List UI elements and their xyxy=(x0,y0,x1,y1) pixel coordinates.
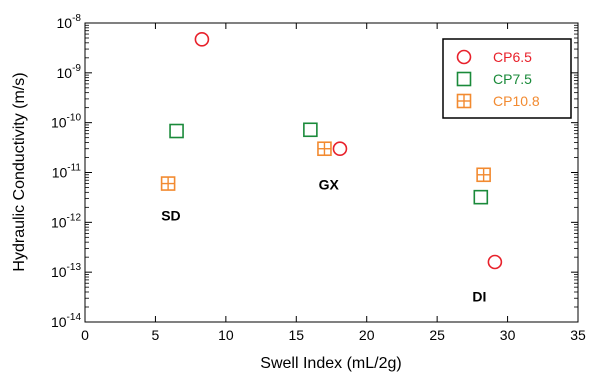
legend-marker-cp6-5 xyxy=(456,49,472,65)
data-point-cp10-8 xyxy=(476,167,491,183)
x-tick-label: 30 xyxy=(500,327,516,343)
x-tick-label: 25 xyxy=(429,327,445,343)
y-tick-label: 10-13 xyxy=(51,262,81,280)
data-point-cp6-5 xyxy=(487,254,503,270)
data-point-cp7-5-box xyxy=(169,123,184,139)
legend-marker-cp7-5 xyxy=(456,71,472,87)
y-tick-label: 10-9 xyxy=(57,63,82,81)
annotation-label: DI xyxy=(472,288,486,304)
data-point-cp6-5 xyxy=(332,141,348,157)
annotations: SD GX DI xyxy=(161,176,486,304)
data-point-cp10-8 xyxy=(160,176,176,191)
x-axis-title: Swell Index (mL/2g) xyxy=(260,355,401,372)
x-tick-label: 15 xyxy=(288,327,304,343)
data-point-cp6-5 xyxy=(194,32,210,47)
y-tick-label: 10-11 xyxy=(52,163,82,181)
x-tick-label: 20 xyxy=(359,327,375,343)
data-point-cp7-5-box xyxy=(473,189,489,205)
x-tick-label: 10 xyxy=(218,327,234,343)
y-tick-label: 10-12 xyxy=(51,212,81,230)
annotation-label: SD xyxy=(161,207,180,223)
legend-marker-cp10-8 xyxy=(456,93,472,109)
legend-label-cp10-8: CP10.8 xyxy=(493,93,540,109)
data-point-cp10-8 xyxy=(317,141,332,157)
y-tick-label: 10-14 xyxy=(51,312,81,330)
legend: CP6.5 CP7.5 CP10.8 xyxy=(442,38,572,119)
data-point-cp7-5-box xyxy=(303,122,318,138)
data-points xyxy=(160,32,503,270)
data-point-cp7-5 xyxy=(473,189,489,205)
x-axis: 0 5 10 15 20 25 30 35 xyxy=(81,23,586,343)
legend-label-cp6-5: CP6.5 xyxy=(493,49,532,65)
data-point-cp7-5 xyxy=(169,123,184,139)
y-axis: 10-14 10-13 10-12 10-11 10-10 10-9 10-8 xyxy=(51,13,578,330)
data-point-cp7-5 xyxy=(303,122,318,138)
x-tick-label: 0 xyxy=(81,327,89,343)
y-tick-label: 10-10 xyxy=(51,113,81,131)
legend-marker-cp7-5-box xyxy=(456,71,472,87)
legend-label-cp7-5: CP7.5 xyxy=(493,71,532,87)
x-tick-label: 35 xyxy=(570,327,586,343)
y-axis-title: Hydraulic Conductivity (m/s) xyxy=(11,72,28,271)
annotation-label: GX xyxy=(319,176,340,192)
y-tick-label: 10-8 xyxy=(57,13,82,31)
x-tick-label: 5 xyxy=(152,327,160,343)
